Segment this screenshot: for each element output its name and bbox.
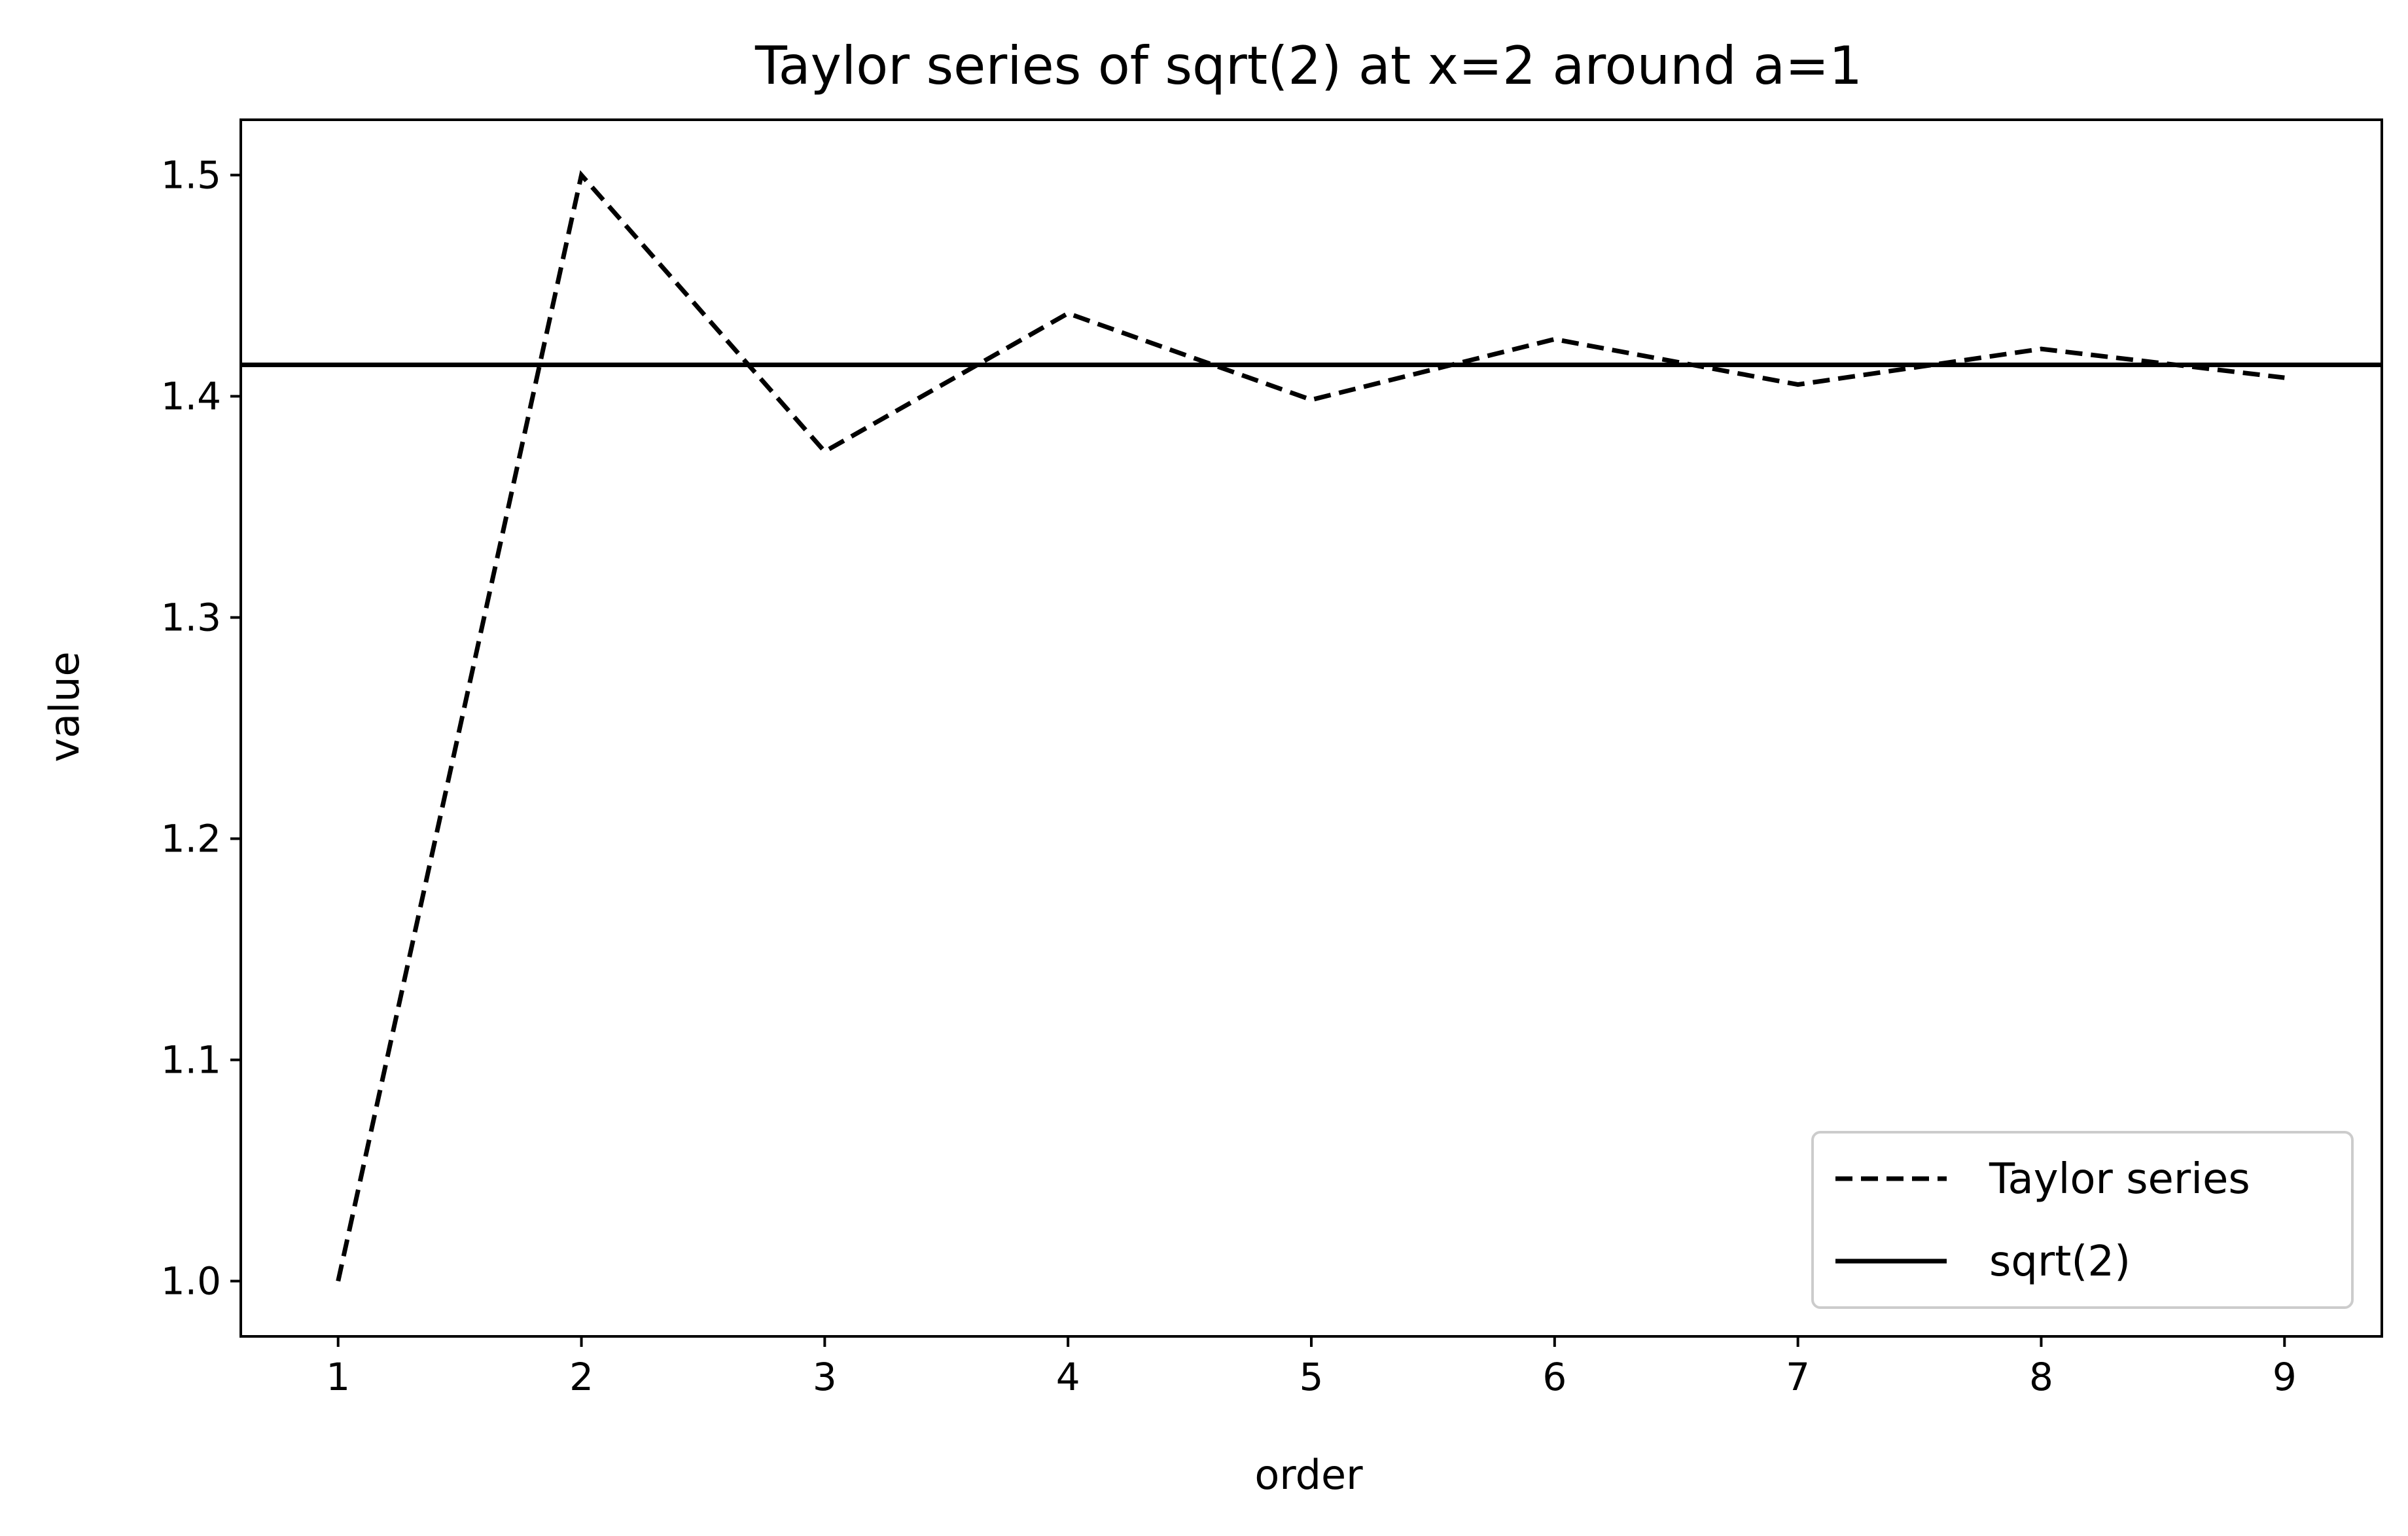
x-tick-label: 4 bbox=[1056, 1355, 1080, 1399]
x-tick-label: 9 bbox=[2273, 1355, 2297, 1399]
y-tick-label: 1.1 bbox=[161, 1038, 221, 1082]
x-tick-label: 2 bbox=[569, 1355, 593, 1399]
y-tick-label: 1.5 bbox=[161, 153, 221, 198]
x-axis-ticks: 1 2 3 4 5 6 7 8 9 bbox=[326, 1336, 2297, 1399]
chart-title: Taylor series of sqrt(2) at x=2 around a… bbox=[754, 35, 1862, 96]
x-tick-label: 7 bbox=[1786, 1355, 1810, 1399]
x-axis-label: order bbox=[1254, 1451, 1363, 1499]
x-tick-label: 8 bbox=[2029, 1355, 2053, 1399]
x-tick-label: 6 bbox=[1542, 1355, 1567, 1399]
y-axis-label: value bbox=[41, 651, 88, 762]
legend: Taylor series sqrt(2) bbox=[1811, 1131, 2354, 1309]
y-axis-ticks: 1.0 1.1 1.2 1.3 1.4 1.5 bbox=[161, 153, 241, 1304]
y-tick-label: 1.2 bbox=[161, 817, 221, 861]
legend-box bbox=[1811, 1131, 2354, 1309]
legend-label-sqrt2: sqrt(2) bbox=[1989, 1238, 2131, 1286]
legend-label-taylor-series: Taylor series bbox=[1989, 1155, 2250, 1204]
y-tick-label: 1.0 bbox=[161, 1259, 221, 1304]
series-layer bbox=[241, 170, 2382, 1282]
y-tick-label: 1.3 bbox=[161, 596, 221, 640]
y-tick-label: 1.4 bbox=[161, 374, 221, 419]
x-tick-label: 3 bbox=[813, 1355, 837, 1399]
x-tick-label: 1 bbox=[326, 1355, 350, 1399]
x-tick-label: 5 bbox=[1300, 1355, 1324, 1399]
series-line-taylor-series bbox=[336, 170, 2285, 1282]
